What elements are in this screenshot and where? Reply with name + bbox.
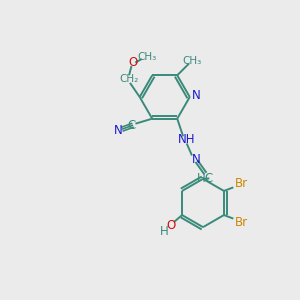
- Text: N: N: [192, 89, 201, 102]
- Text: C: C: [127, 119, 135, 132]
- Text: NH: NH: [178, 133, 195, 146]
- Text: Br: Br: [235, 177, 248, 190]
- Text: N: N: [114, 124, 123, 137]
- Text: O: O: [166, 220, 176, 232]
- Text: CH₃: CH₃: [182, 56, 202, 66]
- Text: O: O: [128, 56, 137, 69]
- Text: CH₂: CH₂: [119, 74, 138, 84]
- Text: H: H: [160, 225, 169, 239]
- Text: N: N: [192, 153, 200, 166]
- Text: H: H: [197, 172, 206, 185]
- Text: Br: Br: [235, 216, 248, 229]
- Text: CH₃: CH₃: [137, 52, 157, 62]
- Text: C: C: [204, 172, 212, 185]
